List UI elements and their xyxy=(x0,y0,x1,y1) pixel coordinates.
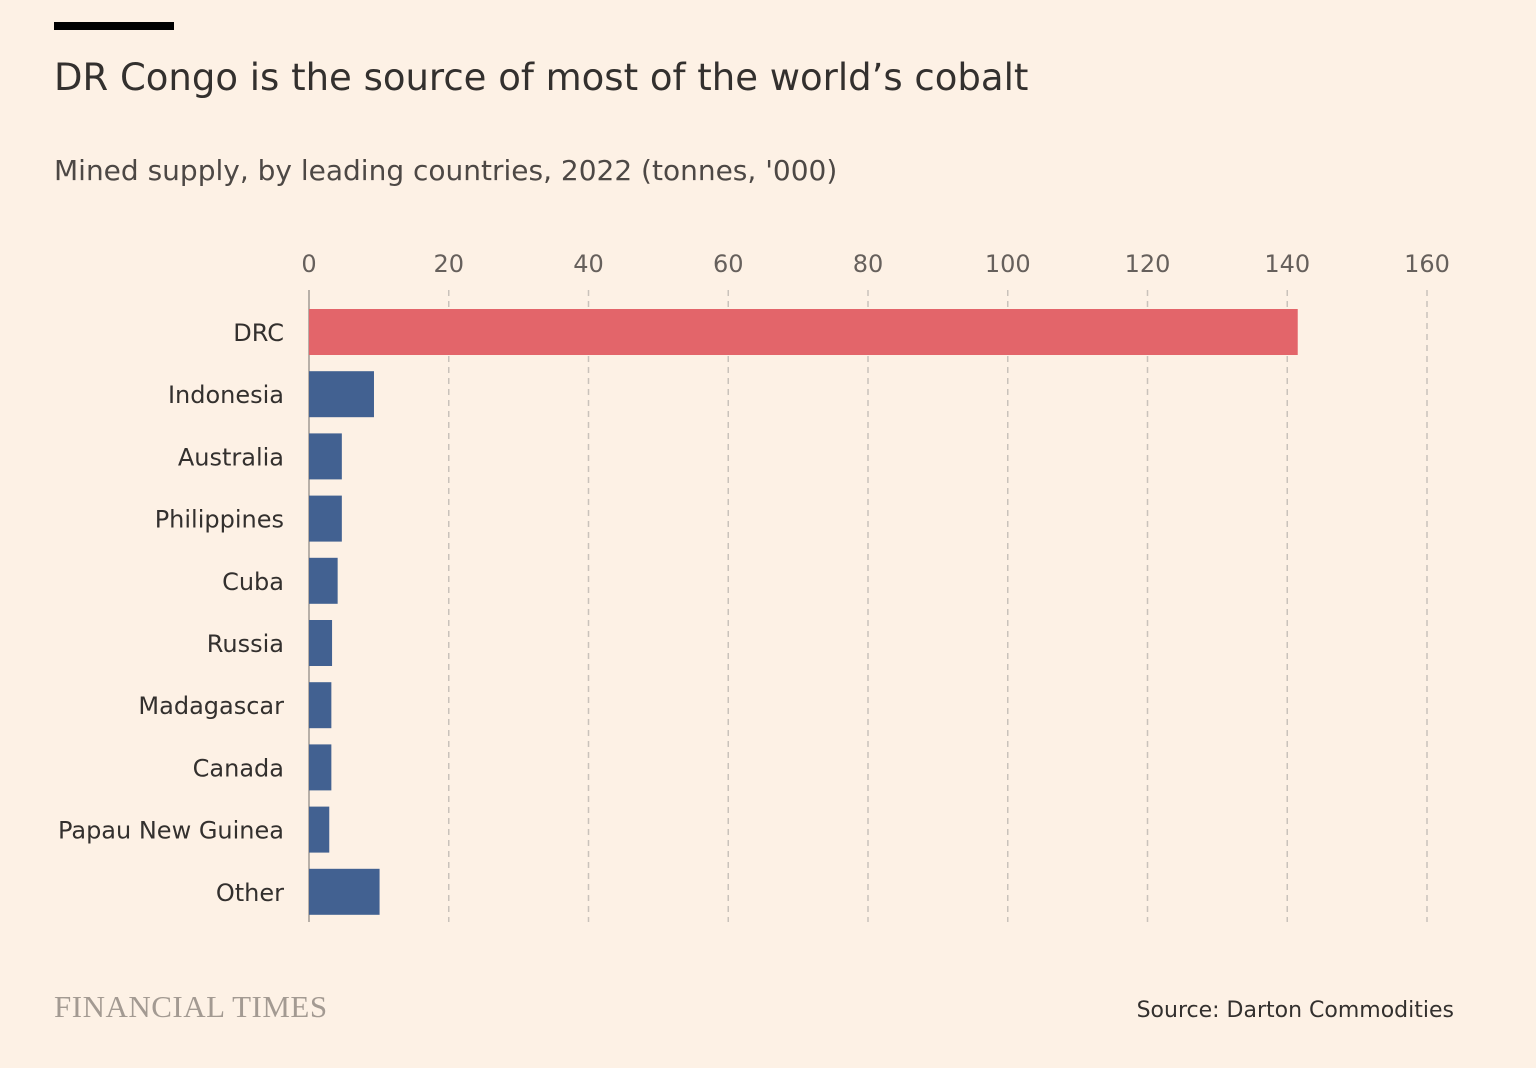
bar-indonesia xyxy=(309,371,374,418)
chart-title: DR Congo is the source of most of the wo… xyxy=(54,56,1029,99)
category-label: Madagascar xyxy=(138,692,284,720)
x-tick-label: 80 xyxy=(853,250,884,278)
category-label: Cuba xyxy=(222,568,284,596)
x-tick-label: 100 xyxy=(985,250,1031,278)
x-tick-label: 0 xyxy=(301,250,316,278)
category-label: Other xyxy=(216,879,284,907)
category-label: DRC xyxy=(233,319,284,347)
bar-philippines xyxy=(309,495,342,542)
x-tick-label: 160 xyxy=(1404,250,1450,278)
x-tick-label: 60 xyxy=(713,250,744,278)
category-label: Russia xyxy=(207,630,284,658)
bar-madagascar xyxy=(309,682,332,729)
bar-cuba xyxy=(309,557,338,604)
category-label: Philippines xyxy=(155,506,284,534)
x-tick-label: 40 xyxy=(573,250,604,278)
x-tick-label: 120 xyxy=(1125,250,1171,278)
category-label: Indonesia xyxy=(168,381,284,409)
bar-papau-new-guinea xyxy=(309,806,330,853)
source-note: Source: Darton Commodities xyxy=(1136,998,1454,1023)
bar-australia xyxy=(309,433,342,480)
category-label: Australia xyxy=(178,443,284,471)
bar-other xyxy=(309,868,380,915)
top-accent-bar xyxy=(54,22,174,30)
x-tick-label: 140 xyxy=(1264,250,1310,278)
x-tick-label: 20 xyxy=(433,250,464,278)
bar-canada xyxy=(309,744,332,791)
bar-drc xyxy=(309,309,1298,355)
chart-subtitle: Mined supply, by leading countries, 2022… xyxy=(54,154,838,187)
brand-logo: FINANCIAL TIMES xyxy=(54,989,328,1024)
bar-russia xyxy=(309,620,333,666)
category-label: Papau New Guinea xyxy=(58,817,284,845)
category-label: Canada xyxy=(193,754,284,782)
